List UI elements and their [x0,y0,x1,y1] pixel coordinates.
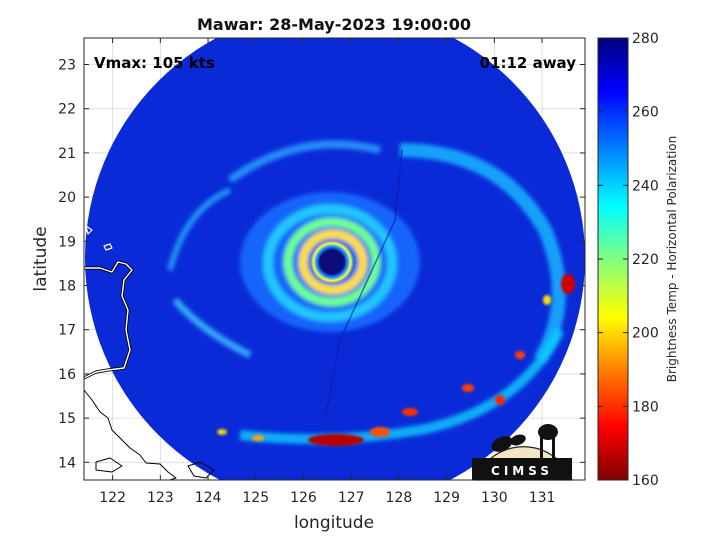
convective-cell [252,435,264,441]
y-tick-label: 14 [58,455,76,471]
x-tick-label: 123 [147,490,174,506]
colorbar-tick-label: 240 [632,178,659,194]
y-tick-label: 16 [58,367,76,383]
logo-dish-small [510,434,526,446]
y-tick-labels: 14 15 16 17 18 19 20 21 22 23 [58,58,76,472]
tick-marks [84,38,585,480]
y-tick-label: 23 [58,58,76,74]
colorbar-tick-label: 260 [632,105,659,121]
x-tick-labels: 122 123 124 125 126 127 128 129 130 131 [99,490,555,506]
x-tick-label: 122 [99,490,126,506]
coastline-islet-2 [103,243,113,251]
logo-banner [472,458,572,480]
convective-cell [462,384,474,392]
y-tick-label: 17 [58,323,76,339]
y-axis-label: latitude [31,226,51,291]
x-tick-label: 130 [481,490,508,506]
eyewall-outer-ring [263,204,397,322]
chart-title: Mawar: 28-May-2023 19:00:00 [197,15,471,34]
convective-cell [402,408,418,416]
swath-seam [324,149,403,421]
y-tick-label: 18 [58,279,76,295]
x-tick-label: 127 [338,490,365,506]
colorbar-tick-label: 180 [632,399,659,415]
y-tick-label: 15 [58,411,76,427]
vmax-annotation: Vmax: 105 kts [94,54,215,72]
convective-cell [370,427,390,437]
convective-cell [217,429,227,435]
x-tick-label: 126 [290,490,317,506]
x-tick-label: 125 [242,490,269,506]
logo-text: CIMSS [491,464,553,478]
convective-cells [217,274,575,446]
y-tick-label: 20 [58,190,76,206]
colorbar-label: Brightness Temp - Horizontal Polarizatio… [665,136,679,383]
convective-cell [561,274,575,294]
colorbar: 160 180 200 220 240 260 280 Brightness Temp - … [597,31,679,489]
eye-core [319,250,345,274]
x-axis-label: longitude [294,513,374,533]
convective-cell [515,351,525,359]
coastline-northern-luzon-highlight [84,261,133,379]
x-tick-label: 129 [433,490,460,506]
x-tick-label: 131 [529,490,556,506]
colorbar-ticks: 160 180 200 220 240 260 280 [598,31,659,489]
logo-tower-leg [540,436,543,458]
logo-dish [491,436,513,452]
eyewall-inner-ring [298,229,368,295]
y-tick-label: 19 [58,234,76,250]
rainband-north [227,140,381,184]
outer-rainband-south [239,327,565,444]
y-tick-label: 21 [58,146,76,162]
colorbar-tick-label: 160 [632,473,659,489]
colorbar-tick-label: 220 [632,252,659,268]
x-tick-label: 128 [386,490,413,506]
brightness-temp-swath [85,38,585,480]
convective-cell [495,395,505,405]
coastline [84,225,215,480]
colorbar-tick-label: 200 [632,326,659,342]
coastline-southern-luzon [84,389,177,480]
outer-rainband-east [399,143,566,364]
rainband-southwest [172,297,252,359]
rainband-west [167,187,232,271]
cimss-logo: CIMSS [472,424,573,481]
axes-frame [83,37,586,481]
x-tick-label: 124 [195,490,222,506]
plot-area: Vmax: 105 kts 01:12 away CIMSS [83,37,586,481]
coastline-catanduanes [187,461,215,479]
coastline-islet-1 [85,225,93,235]
convective-cell [308,434,364,446]
logo-water-tank [538,424,558,440]
coastline-bicol [95,457,123,473]
time-offset-annotation: 01:12 away [480,54,577,72]
logo-tower-leg [552,436,555,458]
y-tick-label: 22 [58,102,76,118]
colorbar-tick-label: 280 [632,31,659,47]
convective-cell [543,295,551,305]
